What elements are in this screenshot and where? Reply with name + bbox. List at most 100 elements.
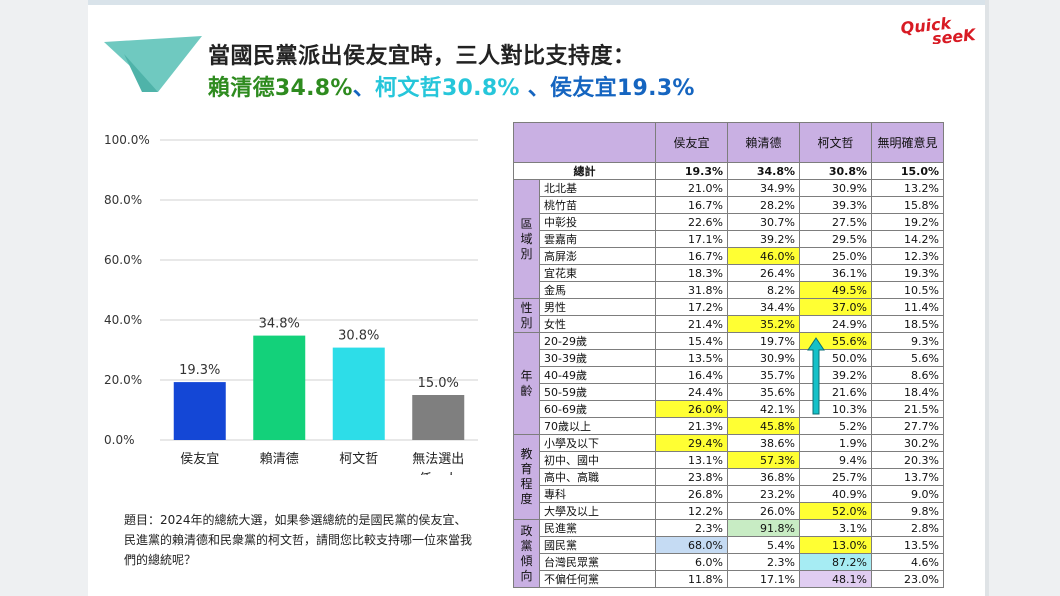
table-cell: 21.0% [655, 179, 728, 197]
x-tick-label: 侯友宜 [180, 451, 219, 467]
table-cell: 1.9% [799, 434, 872, 452]
column-header: 賴清德 [727, 122, 800, 163]
total-cell: 30.8% [799, 162, 872, 180]
column-header: 侯友宜 [655, 122, 728, 163]
column-header: 無明確意見 [871, 122, 944, 163]
table-cell: 14.2% [871, 230, 944, 248]
table-row: 區域別 北北基 21.0% 34.9% 30.9% 13.2% [513, 179, 944, 299]
table-cell: 35.7% [727, 366, 800, 384]
table-cell: 23.2% [727, 485, 800, 503]
table-cell: 29.4% [655, 434, 728, 452]
subtitle-part-0: 賴清德34.8% [208, 76, 353, 101]
row-label: 宜花東 [539, 264, 656, 282]
table-row: 高屏澎 16.7% 46.0% 25.0% 12.3% [514, 247, 944, 265]
table-row: 性別 男性 17.2% 34.4% 37.0% 11.4% [513, 298, 944, 333]
table-cell: 40.9% [799, 485, 872, 503]
group-label: 性別 [513, 298, 540, 333]
table-cell: 57.3% [727, 451, 800, 469]
table-cell: 34.9% [727, 179, 800, 197]
table-cell: 30.9% [799, 179, 872, 197]
y-tick-label: 0.0% [104, 433, 135, 447]
table-cell: 24.9% [799, 315, 872, 333]
table-cell: 45.8% [727, 417, 800, 435]
table-cell: 35.2% [727, 315, 800, 333]
table-cell: 49.5% [799, 281, 872, 299]
table-cell: 2.3% [727, 553, 800, 571]
table-cell: 12.2% [655, 502, 728, 520]
header-row: 侯友宜 賴清德 柯文哲 無明確意見 [513, 122, 944, 163]
row-label: 北北基 [539, 179, 656, 197]
table-cell: 4.6% [871, 553, 944, 571]
x-tick-label: 無法選出 [412, 452, 464, 467]
table-cell: 30.2% [871, 434, 944, 452]
table-cell: 48.1% [799, 570, 872, 588]
table-cell: 21.3% [655, 417, 728, 435]
table-cell: 10.5% [871, 281, 944, 299]
table-cell: 31.8% [655, 281, 728, 299]
table-row: 教育程度 小學及以下 29.4% 38.6% 1.9% 30.2% [513, 434, 944, 520]
table-row: 女性 21.4% 35.2% 24.9% 18.5% [514, 315, 944, 333]
table-row: 50-59歲 24.4% 35.6% 21.6% 18.4% [514, 383, 944, 401]
table-row: 不偏任何黨 11.8% 17.1% 48.1% 23.0% [514, 570, 944, 588]
table-cell: 17.1% [727, 570, 800, 588]
table-cell: 18.4% [871, 383, 944, 401]
table-cell: 26.0% [655, 400, 728, 418]
row-label: 雲嘉南 [539, 230, 656, 248]
row-label: 初中、國中 [539, 451, 656, 469]
row-label: 40-49歲 [539, 366, 656, 384]
table-cell: 11.8% [655, 570, 728, 588]
table-cell: 68.0% [655, 536, 728, 554]
table-cell: 26.0% [727, 502, 800, 520]
table-cell: 35.6% [727, 383, 800, 401]
row-label: 60-69歲 [539, 400, 656, 418]
table-row: 雲嘉南 17.1% 39.2% 29.5% 14.2% [514, 230, 944, 248]
left-margin [0, 0, 88, 596]
total-label: 總計 [513, 162, 656, 180]
table-cell: 12.3% [871, 247, 944, 265]
row-label: 小學及以下 [539, 434, 656, 452]
bar-value-label: 15.0% [418, 376, 459, 391]
table-cell: 13.1% [655, 451, 728, 469]
table-row: 宜花東 18.3% 26.4% 36.1% 19.3% [514, 264, 944, 282]
crosstab-table-wrap: 侯友宜 賴清德 柯文哲 無明確意見 總計 19.3% 34.8% 30.8% 15.0% 區域別北… [513, 122, 944, 588]
logo-text-line1: Quick [900, 14, 954, 38]
table-cell: 27.7% [871, 417, 944, 435]
table-cell: 19.2% [871, 213, 944, 231]
table-cell: 22.6% [655, 213, 728, 231]
table-cell: 25.7% [799, 468, 872, 486]
page-title: 當國民黨派出侯友宜時，三人對比支持度： [208, 44, 636, 69]
quickseek-logo: Quick seeK [900, 14, 978, 44]
table-cell: 29.5% [799, 230, 872, 248]
group-label: 教育程度 [513, 434, 540, 520]
x-tick-label: 任一人 [419, 472, 458, 475]
table-cell: 11.4% [871, 298, 944, 316]
table-cell: 39.3% [799, 196, 872, 214]
table-cell: 16.7% [655, 247, 728, 265]
table-cell: 13.5% [871, 536, 944, 554]
table-cell: 2.3% [655, 519, 728, 537]
table-row: 初中、國中 13.1% 57.3% 9.4% 20.3% [514, 451, 944, 469]
row-label: 20-29歲 [539, 332, 656, 350]
row-label: 高中、高職 [539, 468, 656, 486]
table-cell: 9.0% [871, 485, 944, 503]
table-cell: 16.7% [655, 196, 728, 214]
table-cell: 42.1% [727, 400, 800, 418]
table-row: 桃竹苗 16.7% 28.2% 39.3% 15.8% [514, 196, 944, 214]
x-tick-label: 賴清德 [260, 452, 299, 467]
table-cell: 5.4% [727, 536, 800, 554]
crosstab-table: 侯友宜 賴清德 柯文哲 無明確意見 總計 19.3% 34.8% 30.8% 15.0% 區域別北… [513, 122, 944, 588]
bar [332, 347, 385, 440]
table-cell: 9.8% [871, 502, 944, 520]
bar-value-label: 34.8% [259, 317, 300, 332]
row-label: 70歲以上 [539, 417, 656, 435]
table-row: 專科 26.8% 23.2% 40.9% 9.0% [514, 485, 944, 503]
subtitle-part-1: 、 [352, 76, 376, 101]
page-subtitle: 賴清德34.8%、柯文哲30.8% 、侯友宜19.3% [208, 70, 695, 102]
bar [412, 395, 465, 440]
row-label: 台灣民眾黨 [539, 553, 656, 571]
row-label: 30-39歲 [539, 349, 656, 367]
table-row: 高中、高職 23.8% 36.8% 25.7% 13.7% [514, 468, 944, 486]
table-cell: 28.2% [727, 196, 800, 214]
table-cell: 27.5% [799, 213, 872, 231]
row-label: 民進黨 [539, 519, 656, 537]
